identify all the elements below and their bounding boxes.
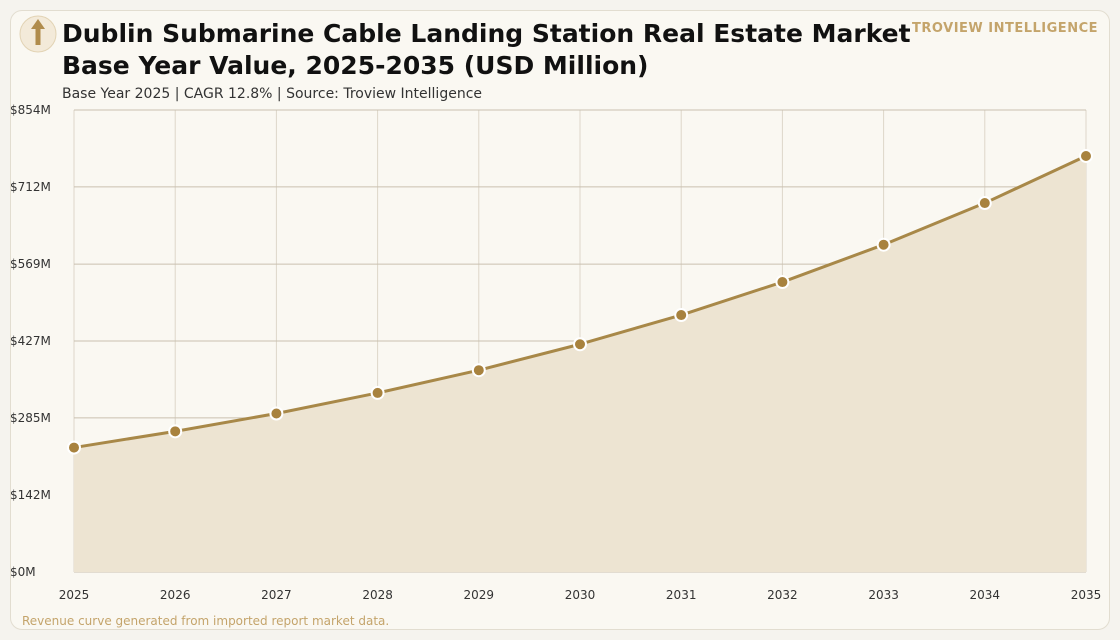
brand-label: TROVIEW INTELLIGENCE (912, 21, 1098, 36)
y-tick-label: $854M (10, 103, 51, 117)
tick-label-layer: $0M $142M $285M $427M $569M $712M $854M 2025 202… (10, 103, 1101, 602)
x-tick-label: 2034 (970, 588, 1001, 602)
data-point-marker (977, 196, 992, 211)
chart-title-line2: Base Year Value, 2025-2035 (USD Million) (62, 51, 649, 80)
x-tick-label: 2035 (1071, 588, 1102, 602)
chart-title-line1: Dublin Submarine Cable Landing Station R… (62, 19, 911, 48)
y-tick-label: $569M (10, 257, 51, 271)
x-tick-label: 2029 (464, 588, 495, 602)
data-point-marker (573, 337, 587, 352)
area-fill (74, 155, 1086, 572)
data-point-marker (67, 440, 81, 455)
chart-subtitle: Base Year 2025 | CAGR 12.8% | Source: Tr… (62, 86, 483, 102)
data-point-marker (471, 363, 486, 378)
x-tick-label: 2025 (59, 588, 90, 602)
data-point-marker (876, 237, 891, 252)
marker-layer (67, 148, 1093, 455)
data-point-marker (168, 424, 183, 439)
x-tick-label: 2030 (565, 588, 596, 602)
arrow-up-logo-icon (19, 15, 57, 53)
x-tick-label: 2028 (362, 588, 393, 602)
y-tick-label: $712M (10, 180, 51, 194)
data-point-marker (269, 406, 284, 421)
x-tick-label: 2026 (160, 588, 191, 602)
x-tick-label: 2027 (261, 588, 292, 602)
data-point-marker (775, 275, 790, 290)
area-layer (74, 155, 1086, 572)
y-tick-label: $0M (10, 565, 36, 579)
x-tick-label: 2031 (666, 588, 697, 602)
x-tick-label: 2033 (868, 588, 899, 602)
y-tick-label: $285M (10, 411, 51, 425)
chart-title: Dublin Submarine Cable Landing Station R… (62, 18, 911, 82)
footer-note: Revenue curve generated from imported re… (22, 614, 390, 628)
y-tick-label: $427M (10, 334, 51, 348)
data-point-marker (1079, 148, 1093, 163)
data-point-marker (674, 308, 689, 323)
data-point-marker (370, 385, 385, 400)
x-tick-label: 2032 (767, 588, 798, 602)
y-tick-label: $142M (10, 488, 51, 502)
